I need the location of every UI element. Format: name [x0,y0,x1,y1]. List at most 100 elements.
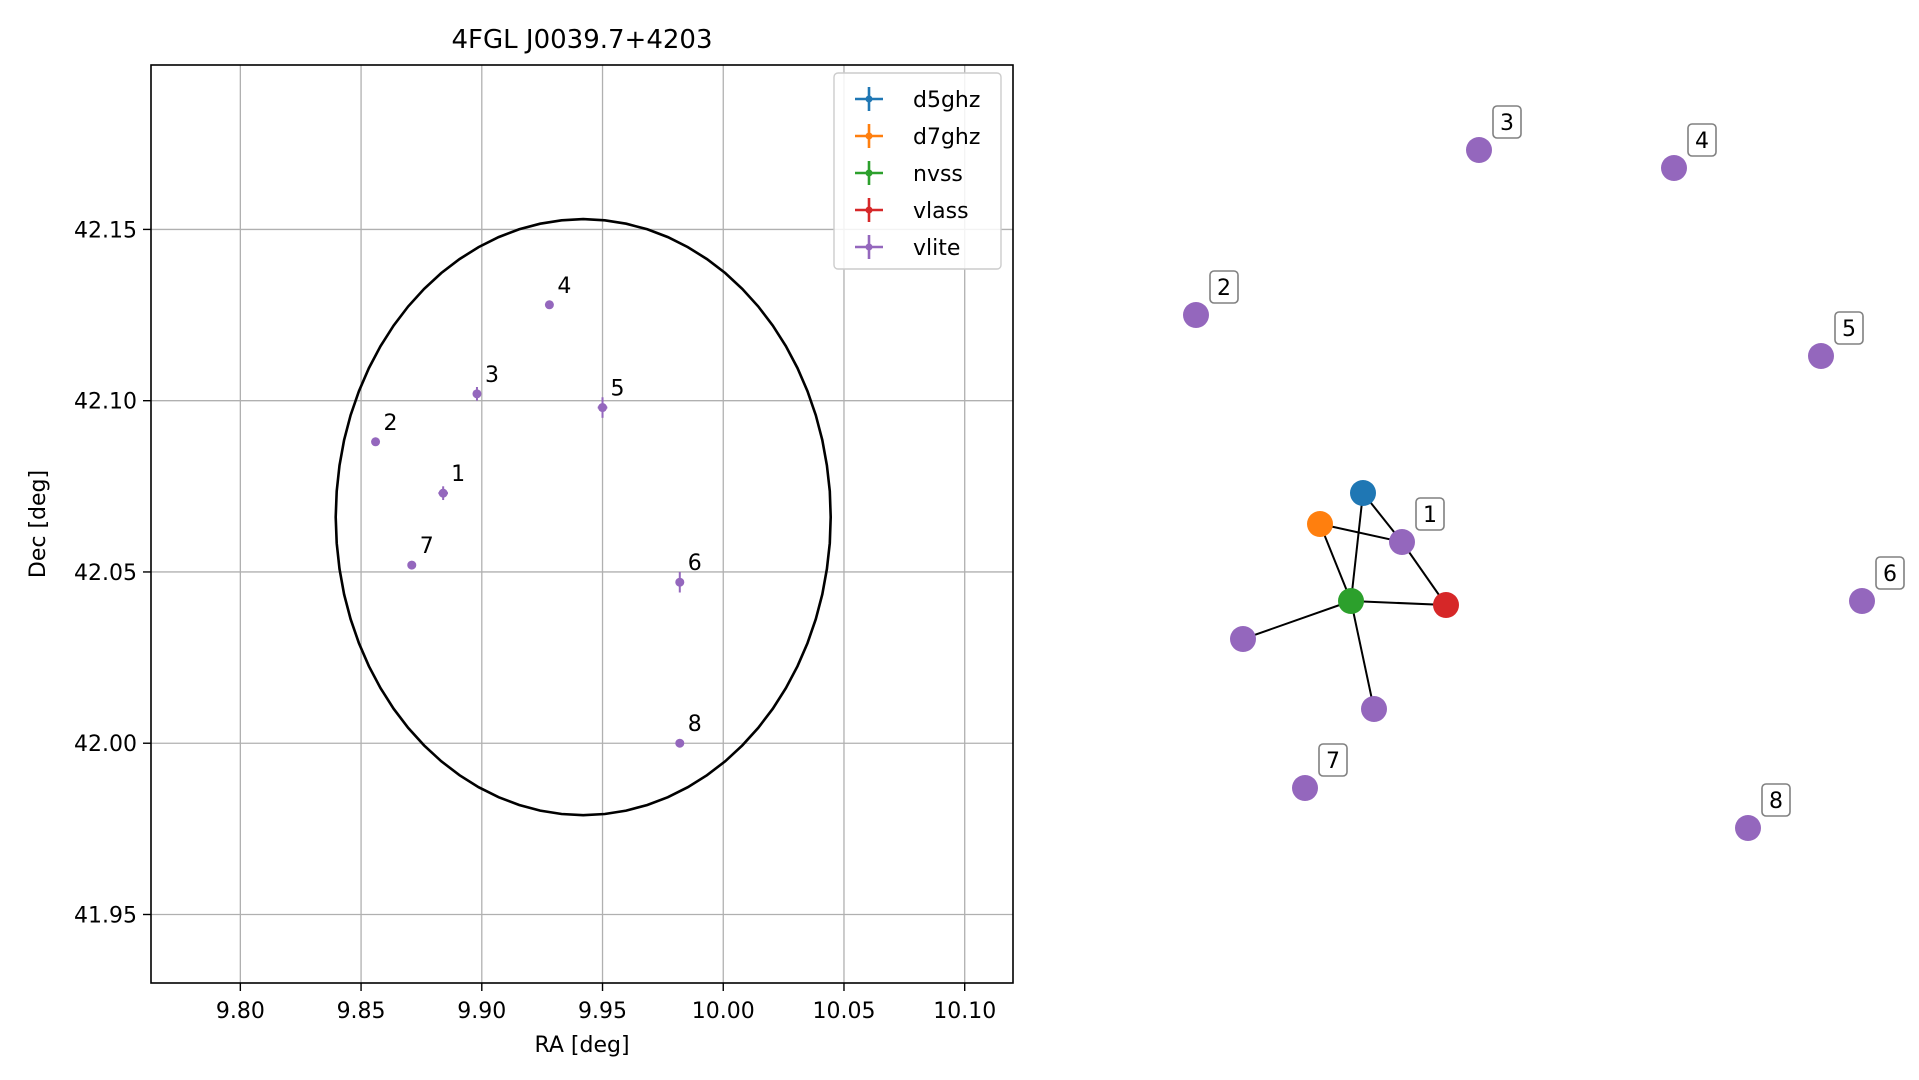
x-tick-label: 10.05 [812,999,875,1024]
node-label-box [1875,556,1905,590]
node-marker [1808,343,1834,369]
node-marker [1183,302,1209,328]
edge-d7ghz-v1 [1319,523,1403,543]
node-label: 5 [1842,317,1856,342]
data-point-1: 1 [438,462,465,501]
point-label: 6 [688,551,702,576]
y-tick-label: 42.15 [74,218,137,243]
x-tick-label: 9.80 [216,999,265,1024]
point-label: 1 [451,462,465,487]
localization-ellipse [334,217,833,817]
node-v8: 8 [1735,783,1791,841]
point-marker [371,437,381,447]
node-v5: 5 [1808,311,1864,369]
x-tick-label: 9.90 [457,999,506,1024]
legend-entry-vlass: vlass [855,198,969,224]
data-point-8: 8 [675,712,702,748]
node-marker [1230,626,1256,652]
node-label-box [1318,743,1348,777]
y-axis: 41.95 42.00 42.05 42.10 42.15 [74,218,151,928]
node-marker [1849,588,1875,614]
point-marker [675,738,685,748]
edge-nvss-vlass [1350,600,1447,606]
point-marker [544,300,554,310]
point-label: 3 [485,363,499,388]
legend-marker [865,243,873,251]
point-marker [438,488,448,498]
point-label: 2 [384,411,398,436]
grid [151,65,1013,983]
data-point-5: 5 [597,377,625,418]
legend-marker [865,95,873,103]
legend-entry-vlite: vlite [855,235,960,261]
legend-label: d5ghz [913,88,980,113]
node-vlass [1433,592,1459,618]
y-tick-label: 42.00 [74,732,137,757]
edge-nvss-vb [1350,600,1375,710]
legend: d5ghz d7ghz nvss vlass vlite [833,72,1002,270]
node-label: 3 [1500,111,1514,136]
x-tick-label: 10.10 [933,999,996,1024]
x-axis-title: RA [deg] [534,1033,629,1058]
axes-frame [150,64,1014,984]
node-marker [1361,696,1387,722]
data-point-7: 7 [407,534,434,570]
legend-label: d7ghz [913,125,980,150]
data-point-2: 2 [371,411,398,447]
node-label: 7 [1326,749,1340,774]
data-point-6: 6 [675,551,702,593]
node-label: 4 [1695,129,1709,154]
legend-marker [865,169,873,177]
legend-entry-nvss: nvss [855,161,963,187]
y-axis-title: Dec [deg] [26,470,51,578]
node-marker [1389,529,1415,555]
point-marker [675,577,685,587]
node-vb [1361,696,1387,722]
node-label: 2 [1217,276,1231,301]
node-label-box [1209,270,1239,304]
legend-label: vlite [913,236,960,261]
scatter-panel: 1 2 3 4 5 6 7 8 9.80 9.85 9.90 9.95 10.00 10.05 10.10… [26,25,1014,1058]
node-marker [1661,155,1687,181]
node-label: 6 [1883,562,1897,587]
y-tick-label: 42.05 [74,561,137,586]
graph-panel: 1 2 3 4 5 6 7 8 [1183,105,1905,841]
legend-label: nvss [913,162,963,187]
point-label: 4 [557,274,571,299]
node-label: 8 [1769,789,1783,814]
node-marker [1735,815,1761,841]
node-label-box [1492,105,1522,139]
legend-label: vlass [913,199,969,224]
point-marker [407,560,417,570]
edge-d5ghz-nvss [1350,492,1364,602]
graph-nodes: 1 2 3 4 5 6 7 8 [1183,105,1905,841]
point-marker [598,403,608,413]
node-marker [1466,137,1492,163]
node-d7ghz [1307,511,1333,537]
point-label: 7 [420,534,434,559]
data-point-3: 3 [472,363,499,401]
node-marker [1292,775,1318,801]
x-tick-label: 10.00 [692,999,755,1024]
data-points: 1 2 3 4 5 6 7 8 [371,274,702,748]
chart-title: 4FGL J0039.7+4203 [452,25,713,55]
node-v1: 1 [1389,497,1445,555]
legend-marker [865,206,873,214]
node-marker [1307,511,1333,537]
node-label-box [1761,783,1791,817]
x-tick-label: 9.95 [578,999,627,1024]
node-label-box [1834,311,1864,345]
legend-marker [865,132,873,140]
node-marker [1338,588,1364,614]
data-point-4: 4 [544,274,571,310]
legend-entry-d5ghz: d5ghz [855,87,980,113]
node-nvss [1338,588,1364,614]
point-marker [472,389,482,399]
node-d5ghz [1350,480,1376,506]
legend-frame [833,72,1002,270]
node-v7: 7 [1292,743,1348,801]
point-label: 8 [688,712,702,737]
edge-d7ghz-nvss [1319,523,1352,602]
legend-entry-d7ghz: d7ghz [855,124,980,150]
y-tick-label: 41.95 [74,903,137,928]
